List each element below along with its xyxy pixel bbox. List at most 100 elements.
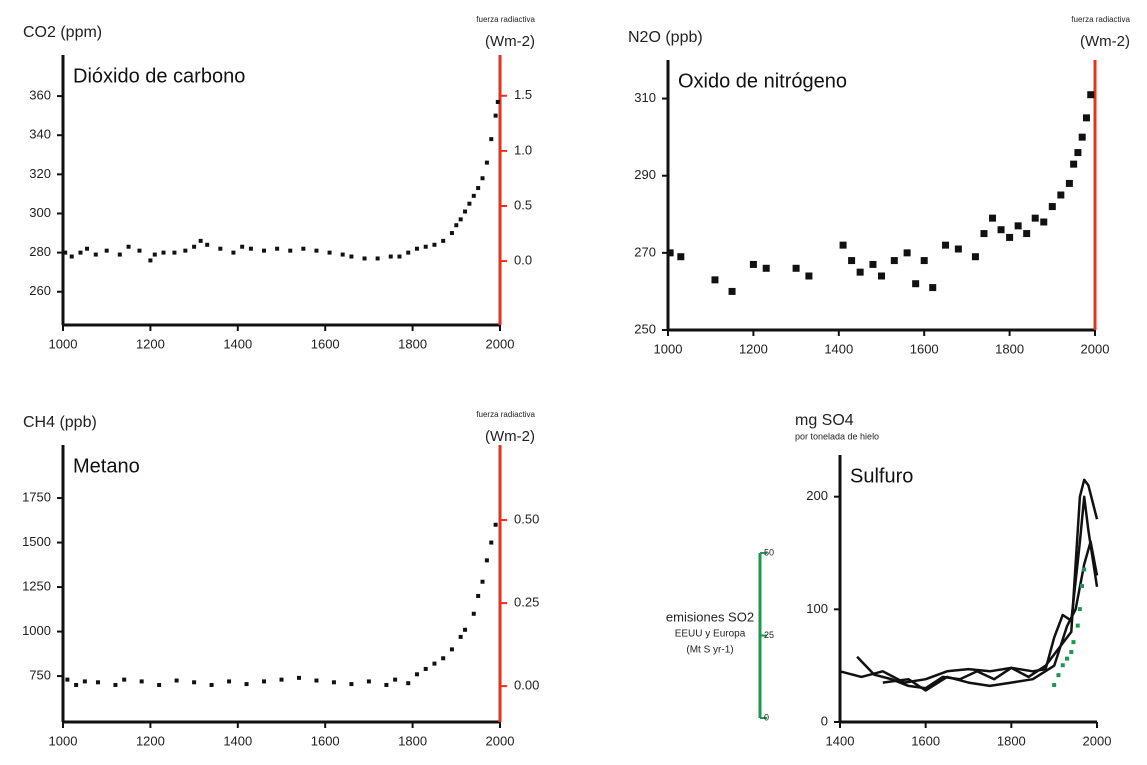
data-point [463, 627, 468, 632]
x-tick-label: 1200 [739, 341, 768, 356]
y-tick-label: 250 [634, 321, 656, 336]
data-point [1052, 683, 1057, 688]
data-point [666, 249, 674, 257]
y-tick-label: 360 [29, 88, 51, 103]
data-point [393, 677, 398, 682]
y-axis-label: CO2 (ppm) [23, 24, 102, 41]
y2-axis-label: (Mt S yr-1) [686, 645, 733, 656]
data-point [1048, 203, 1056, 211]
data-point [65, 677, 70, 682]
data-point [1056, 673, 1061, 678]
data-point [174, 678, 179, 683]
data-point [82, 679, 87, 684]
x-tick-label: 1400 [223, 336, 252, 351]
y-tick-label: 320 [29, 166, 51, 181]
data-point [172, 250, 177, 255]
data-point [69, 254, 74, 259]
data-point [432, 242, 437, 247]
data-point [942, 241, 950, 249]
data-point [997, 226, 1005, 234]
y-tick-label: 0 [821, 713, 828, 728]
x-tick-label: 1800 [398, 336, 427, 351]
x-tick-label: 1000 [49, 733, 78, 748]
data-point [929, 284, 937, 292]
data-point [805, 272, 813, 280]
data-point [349, 682, 354, 687]
x-tick-label: 1400 [824, 341, 853, 356]
x-tick-label: 1400 [826, 733, 855, 748]
x-tick-label: 2000 [1083, 733, 1112, 748]
data-point [890, 257, 898, 265]
data-point [441, 238, 446, 243]
y-tick-label: 200 [806, 488, 828, 503]
data-point [74, 682, 79, 687]
data-point [493, 113, 498, 118]
data-point [489, 540, 494, 545]
data-point [327, 250, 332, 255]
y2-axis-label: emisiones SO2 [666, 609, 754, 624]
y2-tick-label: 0.0 [514, 253, 532, 268]
y2-tick-label: 0.00 [514, 678, 539, 693]
x-tick-label: 1200 [136, 336, 165, 351]
data-point [275, 246, 280, 251]
data-point [471, 611, 476, 616]
data-point [218, 246, 223, 251]
data-point [95, 680, 100, 685]
data-point [489, 137, 494, 142]
data-point [1006, 233, 1014, 241]
data-point [113, 682, 118, 687]
data-point [244, 682, 249, 687]
data-point [248, 246, 253, 251]
data-line [856, 478, 1099, 690]
data-point [920, 257, 928, 265]
data-point [463, 209, 468, 214]
data-point [711, 276, 719, 284]
data-point [458, 217, 463, 222]
data-point [331, 680, 336, 685]
data-point [495, 99, 500, 104]
data-point [1060, 663, 1065, 668]
data-point [104, 248, 109, 253]
y2-axis-label: (Wm-2) [1080, 33, 1130, 50]
y2-axis-label: fuerza radiactiva [476, 15, 535, 24]
data-point [912, 280, 920, 288]
y-tick-label: 300 [29, 205, 51, 220]
y-axis-label: CH4 (ppb) [23, 414, 97, 431]
y2-tick-label: 0.25 [514, 595, 539, 610]
data-point [1069, 650, 1074, 655]
data-point [227, 679, 232, 684]
data-point [467, 201, 472, 206]
data-point [63, 250, 68, 255]
y2-axis-label: fuerza radiactiva [1071, 15, 1130, 24]
y-axis-label: mg SO4 [795, 412, 854, 429]
data-point [314, 248, 319, 253]
data-point [1087, 91, 1095, 99]
data-point [314, 678, 319, 683]
x-tick-label: 1600 [311, 336, 340, 351]
data-point [240, 244, 245, 249]
panel-title: Oxido de nitrógeno [678, 70, 847, 92]
data-point [406, 250, 411, 255]
data-point [476, 186, 481, 191]
data-point [122, 677, 127, 682]
data-point [397, 254, 402, 259]
data-point [388, 254, 393, 259]
data-point [762, 264, 770, 272]
data-point [1078, 133, 1086, 141]
data-point [137, 248, 142, 253]
data-point [749, 260, 757, 268]
x-tick-label: 1800 [997, 733, 1026, 748]
data-point [878, 272, 885, 280]
data-point [1023, 230, 1031, 238]
x-tick-label: 2000 [486, 336, 515, 351]
data-point [471, 193, 476, 198]
x-tick-label: 1000 [654, 341, 683, 356]
y2-tick-label: 0.5 [514, 197, 532, 212]
y2-tick-label: 50 [764, 547, 774, 557]
x-tick-label: 1000 [49, 336, 78, 351]
data-point [1065, 656, 1070, 661]
y2-axis-label: EEUU y Europa [675, 629, 746, 640]
data-point [231, 250, 236, 255]
y-tick-label: 340 [29, 127, 51, 142]
y-tick-label: 1750 [22, 489, 51, 504]
